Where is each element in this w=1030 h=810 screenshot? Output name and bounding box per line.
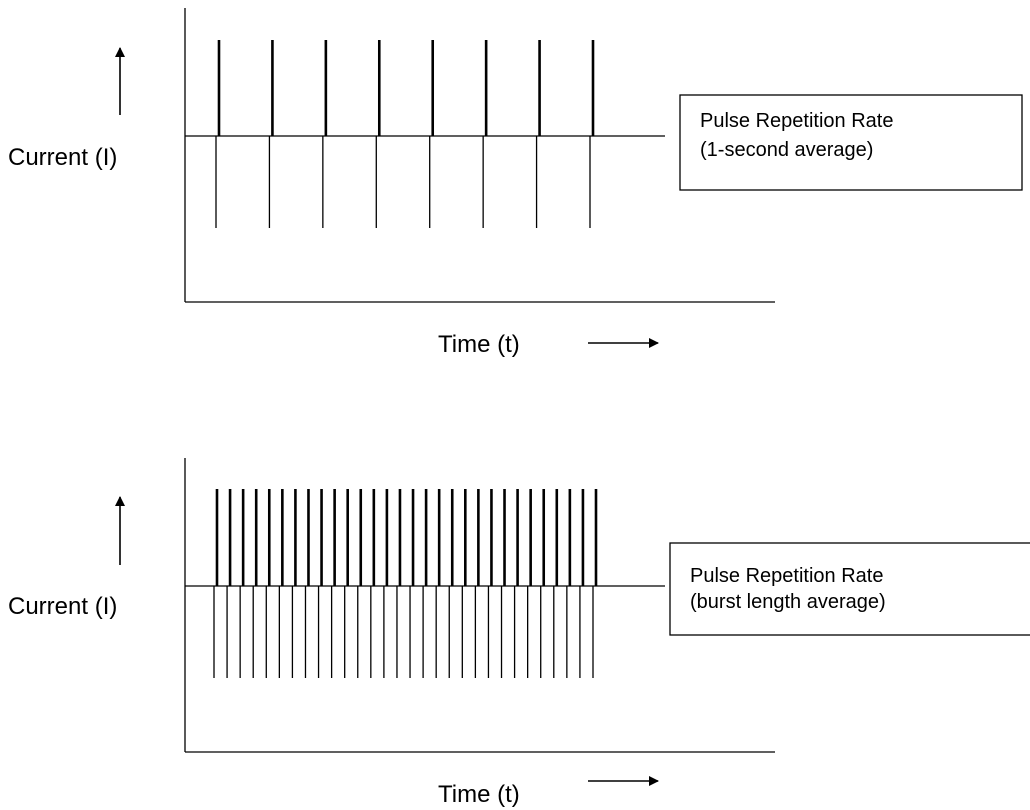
top-x-axis-label: Time (t)	[438, 331, 520, 358]
bottom-x-axis-label: Time (t)	[438, 781, 520, 808]
top-box-label-line1: Pulse Repetition Rate	[700, 110, 893, 132]
top-box-label-line2: (1-second average)	[700, 139, 873, 161]
top-pulse-train	[215, 40, 595, 228]
bottom-label-box	[669, 542, 1030, 636]
bottom-box-label-line1: Pulse Repetition Rate	[690, 565, 883, 587]
top-label-box	[679, 94, 1023, 191]
top-y-axis-label: Current (I)	[8, 144, 117, 171]
bottom-box-label-line2: (burst length average)	[690, 591, 886, 613]
bottom-pulse-train	[213, 489, 598, 678]
bottom-y-axis-label: Current (I)	[8, 593, 117, 620]
bottom-figure: Current (I) Time (t) Pulse Repetition Ra…	[8, 458, 1030, 808]
top-figure: Current (I) Time (t) Pulse Repetition Ra…	[8, 8, 1023, 358]
